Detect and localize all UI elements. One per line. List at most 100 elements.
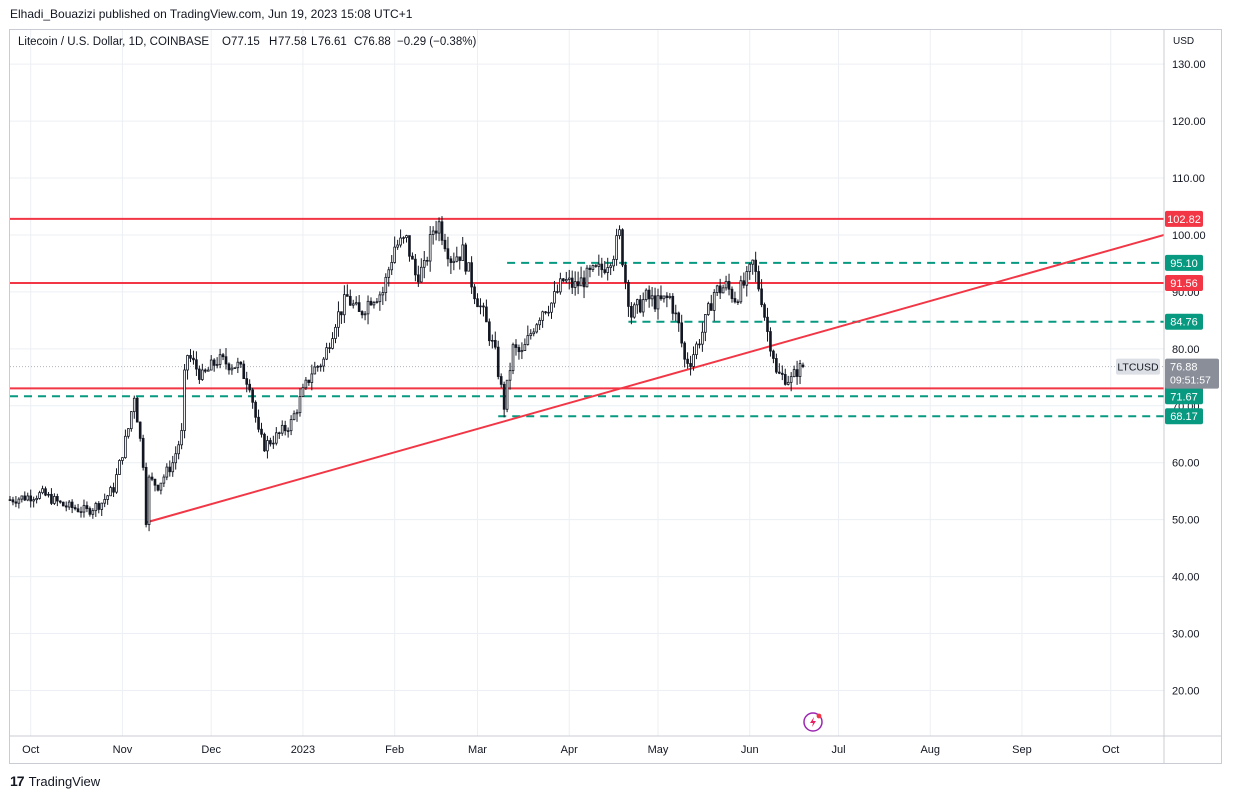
candle-body [615, 235, 618, 260]
rising-trendline [145, 234, 1165, 524]
candle-body [763, 304, 766, 318]
candle-body [766, 316, 769, 332]
y-tick-label: 30.00 [1172, 629, 1200, 641]
candle-body [292, 413, 296, 421]
candle-body [186, 355, 189, 371]
level-price-tag-bg [1165, 408, 1203, 425]
candle-body [233, 367, 237, 369]
candle-body [556, 291, 559, 293]
candle-body [736, 301, 740, 303]
candle-body [594, 265, 598, 267]
level-price-tag-bg [1165, 313, 1203, 330]
candle-body [150, 476, 154, 480]
candle-body [502, 383, 506, 410]
x-tick-label: 2023 [291, 744, 315, 756]
candle-body [310, 373, 314, 383]
candle-body [100, 502, 104, 510]
candle-body [437, 221, 441, 234]
candle-body [118, 460, 121, 475]
candle-body [325, 347, 328, 360]
candle-body [396, 244, 399, 248]
candle-body [674, 312, 678, 315]
candle-body [215, 363, 219, 366]
candle-body [257, 416, 260, 430]
candle-body [739, 280, 743, 303]
candle-body [236, 361, 240, 369]
candle-body [482, 305, 485, 308]
y-tick-label: 40.00 [1172, 572, 1200, 584]
y-tick-label: 100.00 [1172, 230, 1206, 242]
candle-body [532, 331, 536, 335]
legend-ohlc: O 77.15 H 77.58 L 76.61 C 76.88 −0.29 (−… [222, 36, 476, 48]
x-tick-label: Feb [385, 744, 404, 756]
candle-body [633, 304, 636, 318]
candle-body [677, 312, 681, 324]
candle-series [8, 216, 805, 532]
candle-body [103, 499, 107, 504]
candle-body [387, 269, 391, 278]
candle-body [496, 346, 500, 377]
price-tags: 102.8291.5673.0595.1084.7671.6768.17LTCU… [1116, 210, 1219, 425]
candle-body [82, 505, 86, 513]
candle-body [573, 281, 577, 288]
last-price-tag: 76.88 [1170, 362, 1198, 374]
candle-body [455, 256, 459, 262]
candle-body [94, 503, 98, 512]
footer-brand[interactable]: 17 TradingView [10, 773, 100, 789]
candle-body [301, 387, 305, 397]
candle-body [313, 366, 317, 375]
candle-body [316, 366, 320, 368]
candle-body [760, 288, 763, 306]
candle-body [597, 263, 601, 267]
candle-body [683, 342, 686, 360]
candle-body [431, 230, 435, 235]
candle-body [399, 237, 402, 246]
candle-body [559, 278, 562, 293]
candle-body [254, 401, 257, 418]
candle-body [535, 324, 539, 333]
candle-body [665, 295, 669, 299]
candle-body [698, 343, 701, 346]
candle-body [23, 495, 27, 501]
candle-body [248, 383, 251, 391]
candle-body [35, 498, 38, 501]
candle-body [553, 291, 556, 304]
candle-body [488, 321, 491, 342]
candle-body [579, 277, 583, 287]
candle-body [70, 501, 74, 508]
candle-body [189, 355, 192, 359]
candle-body [609, 265, 612, 268]
candle-body [550, 302, 553, 313]
candle-body [511, 344, 515, 372]
candle-body [144, 466, 148, 525]
candle-body [168, 466, 172, 473]
candle-body [127, 428, 130, 437]
candle-body [61, 501, 65, 507]
lightning-icon[interactable] [803, 712, 823, 732]
candle-body [171, 462, 175, 473]
candle-body [343, 294, 346, 316]
candle-body [106, 495, 109, 500]
candle-body [505, 379, 509, 410]
legend-open: 77.15 [231, 36, 260, 48]
candle-body [206, 369, 210, 372]
candle-body [417, 274, 420, 283]
candle-body [644, 289, 648, 301]
candle-body [174, 453, 178, 464]
candle-body [378, 294, 382, 303]
candle-body [772, 350, 775, 359]
candle-body [67, 501, 71, 508]
candle-body [446, 248, 450, 260]
level-price-tag: 84.76 [1170, 317, 1198, 329]
candle-body [390, 262, 394, 271]
candle-body [411, 255, 414, 260]
x-tick-label: Jun [741, 744, 759, 756]
candle-body [707, 303, 710, 315]
candle-body [115, 474, 118, 493]
candle-body [11, 499, 15, 503]
candle-body [17, 498, 21, 504]
candle-body [266, 440, 269, 452]
time-axis[interactable]: Oct Nov Dec 2023 Feb Mar Apr May Jun Jul Aug Sep Oct [10, 735, 1222, 756]
candle-body [638, 299, 642, 313]
